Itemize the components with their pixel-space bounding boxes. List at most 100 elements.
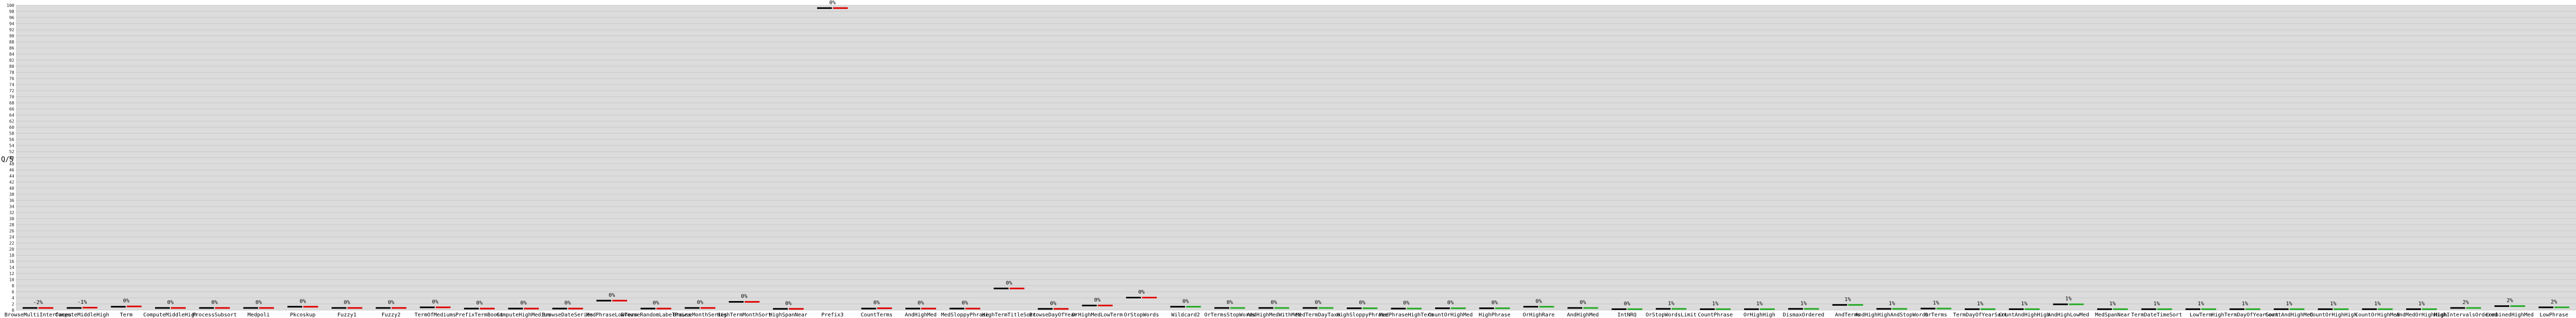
bar-baseline bbox=[684, 307, 700, 309]
bar-candidate bbox=[2201, 308, 2216, 310]
bar-candidate bbox=[1495, 307, 1510, 310]
category-label: Wildcard2 bbox=[1171, 312, 1200, 318]
bar-candidate bbox=[1230, 307, 1245, 309]
y-axis-ticks: 0246810121416182022242628303234363840424… bbox=[7, 3, 15, 313]
bar-baseline bbox=[2273, 308, 2289, 310]
bar-candidate bbox=[1980, 308, 1996, 310]
y-tick-label: 82 bbox=[9, 58, 14, 63]
bar-marks bbox=[22, 7, 2570, 310]
bar-baseline bbox=[1479, 307, 1494, 310]
delta-label: 0% bbox=[874, 300, 880, 306]
category-label: OrHighMedLowTerm bbox=[1072, 312, 1122, 318]
category-label: ComputeHighMedium bbox=[496, 312, 550, 318]
delta-label: 0% bbox=[697, 300, 703, 306]
bar-candidate bbox=[1009, 287, 1024, 289]
category-label: BrowseRandomLabelPairs bbox=[621, 312, 691, 318]
bar-candidate bbox=[2289, 308, 2305, 310]
category-label: MedPhraseHighTerm bbox=[1379, 312, 1433, 318]
y-tick-label: 78 bbox=[9, 70, 14, 75]
delta-label: 0% bbox=[829, 0, 836, 6]
category-label: DismaxOrdered bbox=[1783, 312, 1824, 318]
bar-candidate bbox=[2245, 308, 2261, 310]
bar-candidate bbox=[1186, 306, 1201, 308]
bar-baseline bbox=[949, 307, 965, 310]
category-label: LowPhrase bbox=[2539, 312, 2568, 318]
bar-candidate bbox=[568, 307, 583, 310]
bar-candidate bbox=[612, 299, 628, 302]
delta-label: 0% bbox=[1227, 300, 1233, 306]
delta-label: 1% bbox=[2242, 301, 2248, 307]
category-label: ProcessSubsort bbox=[192, 312, 237, 318]
delta-label: 0% bbox=[1580, 300, 1586, 306]
bar-candidate bbox=[1848, 304, 1863, 306]
category-label: AndTerms bbox=[1835, 312, 1861, 318]
delta-label: 0% bbox=[1536, 298, 1542, 304]
category-label: Fuzzy2 bbox=[382, 312, 401, 318]
bar-baseline bbox=[1656, 308, 1671, 310]
bar-baseline bbox=[22, 307, 38, 309]
delta-label: 1% bbox=[1668, 301, 1674, 306]
bar-candidate bbox=[877, 307, 892, 310]
bar-baseline bbox=[773, 308, 788, 310]
y-tick-label: 14 bbox=[9, 266, 14, 270]
category-label: OrTerms bbox=[1925, 312, 1947, 318]
bar-baseline bbox=[1744, 308, 1759, 310]
delta-label: 0% bbox=[1138, 289, 1145, 295]
delta-label: 1% bbox=[2198, 301, 2204, 307]
category-label: OrStopWordsLimit bbox=[1646, 312, 1697, 318]
bar-candidate bbox=[2422, 308, 2437, 310]
grid-lines bbox=[16, 5, 2576, 311]
y-tick-label: 70 bbox=[9, 95, 14, 100]
bar-candidate bbox=[656, 307, 672, 310]
category-label: OrHighRare bbox=[1523, 312, 1555, 318]
bar-baseline bbox=[993, 287, 1009, 289]
bar-baseline bbox=[2318, 308, 2333, 310]
y-tick-label: 94 bbox=[9, 22, 14, 26]
y-tick-label: 64 bbox=[9, 113, 14, 118]
category-label: CountTerms bbox=[860, 312, 892, 318]
delta-label: 1% bbox=[1933, 301, 1939, 306]
delta-label: 1% bbox=[2021, 301, 2027, 307]
y-tick-label: 22 bbox=[9, 241, 14, 246]
bar-candidate bbox=[1892, 308, 1908, 310]
y-axis-label: Q/S bbox=[1, 156, 13, 164]
bar-baseline bbox=[1170, 306, 1185, 308]
bar-candidate bbox=[259, 307, 274, 309]
delta-label: 0% bbox=[1050, 301, 1056, 306]
category-label: Fuzzy1 bbox=[338, 312, 357, 318]
delta-label: 1% bbox=[2109, 301, 2116, 307]
delta-label: 0% bbox=[1006, 280, 1012, 286]
bar-baseline bbox=[1523, 306, 1538, 308]
bar-candidate bbox=[126, 305, 142, 307]
category-label: MedSloppyPhrase bbox=[941, 312, 988, 318]
delta-label: 0% bbox=[1624, 301, 1630, 307]
delta-label: 1% bbox=[2330, 301, 2336, 307]
category-label: HighSpanNear bbox=[769, 312, 808, 318]
bar-candidate bbox=[745, 301, 760, 303]
y-tick-label: 46 bbox=[9, 168, 14, 173]
delta-label: 0% bbox=[520, 301, 527, 306]
bar-candidate bbox=[1407, 307, 1422, 310]
y-tick-label: 4 bbox=[12, 296, 14, 301]
bar-candidate bbox=[2466, 307, 2481, 309]
y-tick-label: 16 bbox=[9, 259, 14, 264]
bar-baseline bbox=[1700, 308, 1715, 310]
category-label: MedSpanNear bbox=[2095, 312, 2130, 318]
bar-candidate bbox=[1716, 308, 1731, 310]
y-tick-label: 52 bbox=[9, 149, 14, 154]
bar-baseline bbox=[596, 299, 612, 302]
delta-label: 2% bbox=[2507, 298, 2513, 304]
delta-label: 0% bbox=[785, 301, 792, 306]
category-label: OrTermsStopWords bbox=[1204, 312, 1255, 318]
bar-candidate bbox=[1936, 307, 1952, 310]
bar-candidate bbox=[1804, 308, 1819, 310]
bar-candidate bbox=[2510, 305, 2525, 307]
y-tick-label: 34 bbox=[9, 205, 14, 209]
bar-candidate bbox=[2554, 306, 2570, 308]
bar-candidate bbox=[788, 308, 804, 310]
delta-label: 0% bbox=[1447, 300, 1454, 306]
y-tick-label: 2 bbox=[12, 302, 14, 307]
y-tick-label: 66 bbox=[9, 107, 14, 112]
delta-label: 0% bbox=[211, 300, 217, 306]
category-label: AndHighLowMed bbox=[2048, 312, 2089, 318]
